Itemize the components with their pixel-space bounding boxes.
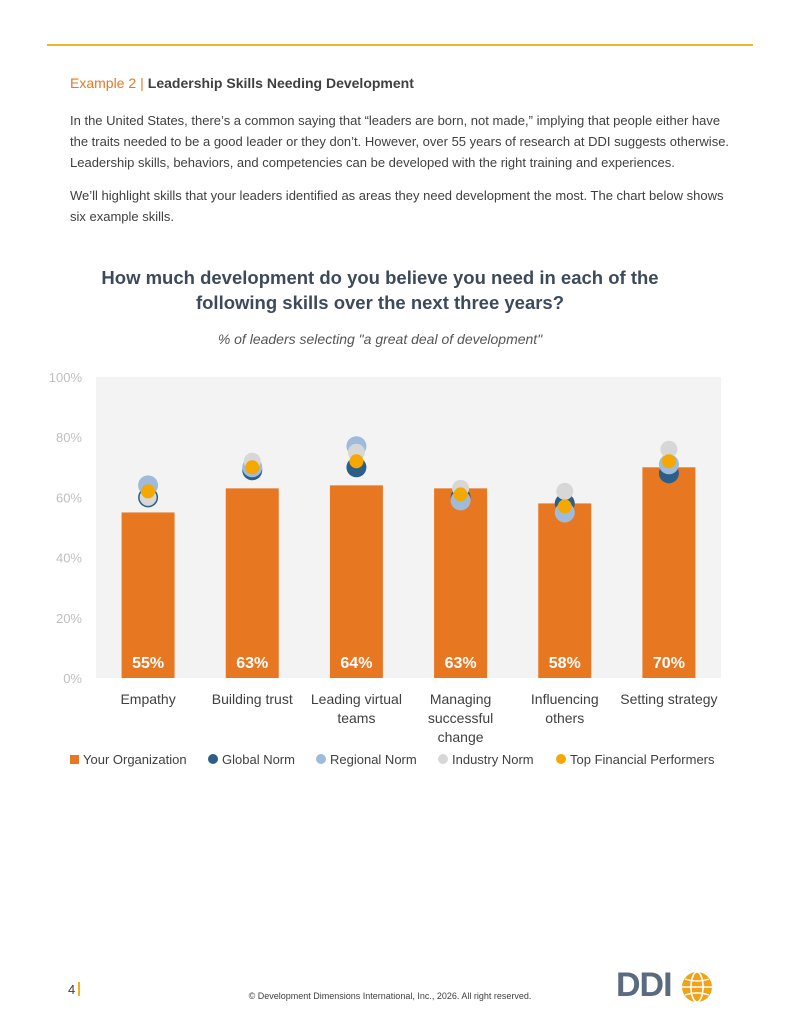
bar bbox=[434, 488, 488, 678]
top-financial-marker bbox=[141, 484, 156, 499]
legend-item-global-norm: Global Norm bbox=[208, 752, 295, 767]
x-tick-label: Building trust bbox=[212, 691, 293, 707]
y-tick-label: 0% bbox=[63, 671, 82, 686]
globe-icon bbox=[682, 971, 712, 1003]
chart-subtitle: % of leaders selecting "a great deal of … bbox=[217, 331, 543, 347]
x-tick-label: change bbox=[438, 729, 484, 745]
page-number: 4 bbox=[68, 982, 81, 997]
bar bbox=[642, 467, 696, 678]
bar-value-label: 70% bbox=[653, 655, 685, 672]
copyright: © Development Dimensions International, … bbox=[248, 991, 532, 1001]
bar-value-label: 58% bbox=[549, 655, 581, 672]
x-tick-label: teams bbox=[337, 710, 375, 726]
x-tick-label: Influencing bbox=[531, 691, 599, 707]
y-tick-label: 100% bbox=[49, 370, 83, 385]
example-label: Example 2 bbox=[70, 75, 137, 91]
plot-area bbox=[96, 377, 721, 678]
legend-item-regional-norm: Regional Norm bbox=[316, 752, 417, 767]
header-rule bbox=[47, 44, 753, 46]
y-tick-label: 60% bbox=[56, 490, 82, 505]
bar bbox=[538, 503, 592, 678]
x-tick-label: successful bbox=[428, 710, 493, 726]
logo-wordmark: DDI bbox=[616, 966, 673, 1004]
ddi-logo: DDI bbox=[616, 966, 716, 1004]
top-financial-marker bbox=[245, 460, 260, 475]
x-tick-label: Setting strategy bbox=[620, 691, 717, 707]
chart-intro-paragraph: We’ll highlight skills that your leaders… bbox=[70, 188, 724, 224]
legend-label: Regional Norm bbox=[330, 752, 417, 767]
legend-label: Global Norm bbox=[222, 752, 295, 767]
bar-value-label: 63% bbox=[445, 655, 477, 672]
top-financial-marker bbox=[453, 487, 468, 502]
bar bbox=[225, 488, 279, 678]
legend-label: Industry Norm bbox=[452, 752, 534, 767]
x-tick-label: Managing bbox=[430, 691, 492, 707]
y-tick-label: 80% bbox=[56, 430, 82, 445]
section-title: Leadership Skills Needing Development bbox=[147, 75, 414, 91]
bar-value-label: 64% bbox=[340, 655, 372, 672]
page-number-rule bbox=[78, 982, 81, 996]
legend-item-top-financial: Top Financial Performers bbox=[556, 752, 715, 767]
legend-swatch-bar bbox=[70, 755, 79, 764]
x-tick-label: Leading virtual bbox=[311, 691, 402, 707]
legend-label: Top Financial Performers bbox=[570, 752, 715, 767]
heading-separator: | bbox=[140, 75, 144, 91]
legend-dot-industry bbox=[438, 754, 448, 764]
intro-paragraph: In the United States, there’s a common s… bbox=[70, 113, 730, 170]
legend-item-your-organization: Your Organization bbox=[70, 752, 187, 767]
bar-value-label: 55% bbox=[132, 655, 164, 672]
legend-label: Your Organization bbox=[83, 752, 187, 767]
top-financial-marker bbox=[557, 499, 572, 514]
y-tick-label: 40% bbox=[56, 551, 82, 566]
page-number-text: 4 bbox=[68, 982, 76, 997]
section-heading: Example 2 | Leadership Skills Needing Deve… bbox=[70, 75, 414, 91]
bar bbox=[121, 512, 175, 678]
legend-dot-top-financial bbox=[556, 754, 566, 764]
industry-norm-marker bbox=[660, 440, 678, 458]
chart-title: How much development do you believe you … bbox=[101, 267, 659, 313]
y-tick-label: 20% bbox=[56, 611, 82, 626]
skills-bar-chart: 0% 20% 40% 60% 80% 100% 55% Empathy 63% Building … bbox=[49, 370, 721, 745]
legend-dot-regional bbox=[316, 754, 326, 764]
legend-item-industry-norm: Industry Norm bbox=[438, 752, 534, 767]
bar bbox=[329, 485, 383, 678]
bar-value-label: 63% bbox=[236, 655, 268, 672]
industry-norm-marker bbox=[556, 482, 574, 500]
top-financial-marker bbox=[661, 454, 676, 469]
x-tick-label: others bbox=[545, 710, 584, 726]
legend-dot-global bbox=[208, 754, 218, 764]
top-financial-marker bbox=[349, 454, 364, 469]
x-tick-label: Empathy bbox=[120, 691, 175, 707]
